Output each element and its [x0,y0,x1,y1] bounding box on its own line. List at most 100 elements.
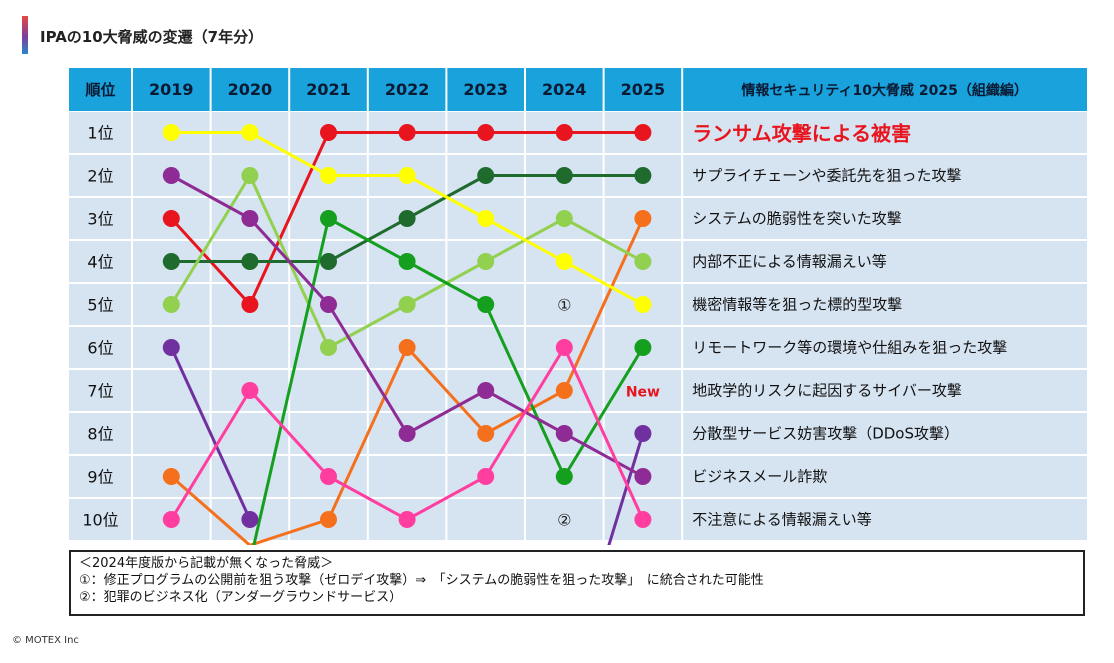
series-2-segment-3 [405,346,488,435]
series-6-point-2025 [634,425,652,442]
threat-name-8: 分散型サービス妨害攻撃（DDoS攻撃） [692,425,959,443]
series-3-point-2025 [634,253,652,270]
series-4-point-2020 [241,124,259,141]
table-row-3 [69,198,1087,239]
threat-name-6: リモートワーク等の環境や仕組みを狙った攻撃 [692,339,1007,357]
series-0-point-2023 [477,124,495,141]
series-8-segment-0 [169,389,252,521]
series-7-segment-0 [169,174,252,220]
series-4-point-2023 [477,210,495,227]
series-4-segment-3 [405,174,488,220]
rank-label-7: 7位 [87,382,113,401]
series-5-point-2024 [555,468,573,485]
threat-rank-chart: 順位 2019 2020 2021 2022 2023 2024 2025 情報セキュリティ10… [69,68,1087,545]
series-3-point-2019 [162,296,180,313]
header-year-2023: 2023 [463,80,508,99]
rank-label-1: 1位 [87,124,113,143]
series-6-segment-0 [169,346,252,521]
series-5-point-2025 [634,339,652,356]
header-year-2024: 2024 [542,80,587,99]
threat-name-2: サプライチェーンや委託先を狙った攻撃 [692,167,961,185]
series-8-point-2019 [162,511,180,528]
header-year-2022: 2022 [385,80,430,99]
series-4-segment-1 [248,131,330,177]
series-0-point-2022 [398,124,416,141]
series-6-point-2020 [241,511,259,528]
series-8-segment-4 [484,346,566,478]
series-3-point-2024 [555,210,573,227]
series-8-point-2025 [634,511,652,528]
series-8-point-2021 [320,468,337,485]
threat-name-3: システムの脆弱性を突いた攻撃 [692,210,902,228]
series-3-segment-0 [169,174,252,306]
threat-name-1: ランサム攻撃による被害 [692,122,911,146]
series-8-point-2023 [477,468,495,485]
rank-label-9: 9位 [87,468,113,487]
series-7-segment-1 [248,217,330,306]
series-5-segment-1 [252,217,330,545]
series-1-point-2019 [162,253,180,270]
series-4-point-2025 [634,296,652,313]
series-8-segment-2 [327,475,409,521]
rank-label-4: 4位 [87,253,113,272]
series-0-point-2024 [555,124,573,141]
header-year-2020: 2020 [228,80,273,99]
series-2-point-2025 [634,210,652,227]
series-7-point-2024 [555,425,573,442]
series-7-point-2019 [162,167,180,184]
series-3-segment-2 [327,303,409,349]
threat-name-4: 内部不正による情報漏えい等 [692,253,887,271]
threat-name-5: 機密情報等を狙った標的型攻撃 [692,296,902,314]
series-0-point-2020 [241,296,259,313]
series-7-point-2023 [477,382,495,399]
series-2-point-2024 [555,382,573,399]
series-2-segment-0 [169,475,252,545]
rank-label-10: 10位 [82,511,118,530]
header-row [69,68,1087,111]
legend-item-zero-day: ①：修正プログラムの公開前を狙う攻撃（ゼロデイ攻撃）⇒ 「システムの脆弱性を狙っ… [79,573,764,588]
series-5-point-2022 [398,253,416,270]
series-7-point-2022 [398,425,416,442]
threat-name-7: 地政学的リスクに起因するサイバー攻撃 [692,382,962,400]
series-8-point-2024 [555,339,573,356]
table-row-5 [69,284,1087,325]
header-year-2021: 2021 [306,80,351,99]
series-1-point-2021 [320,253,337,270]
series-3-point-2023 [477,253,495,270]
header-threats: 情報セキュリティ10大脅威 2025（組織編） [741,82,1027,99]
series-1-point-2024 [555,167,573,184]
series-8-segment-3 [405,475,488,521]
series-2-segment-2 [327,346,409,521]
series-7-point-2025 [634,468,652,485]
series-7-point-2021 [320,296,337,313]
series-2-point-2022 [398,339,416,356]
series-1-point-2025 [634,167,652,184]
rank-label-8: 8位 [87,425,113,444]
series-6-point-2019 [162,339,180,356]
series-4-point-2022 [398,167,416,184]
legend-title: ＜2024年度版から記載が無くなった脅威＞ [79,556,334,571]
series-8-point-2022 [398,511,416,528]
series-0-point-2021 [320,124,337,141]
series-1-point-2020 [241,253,259,270]
page-title: IPAの10大脅威の変遷（7年分） [40,28,264,46]
series-0-point-2019 [162,210,180,227]
annotation-1: ② [557,511,571,530]
rank-label-2: 2位 [87,167,113,186]
series-0-segment-1 [248,131,330,306]
series-5-segment-5 [562,346,645,478]
series-4-point-2019 [162,124,180,141]
series-5-segment-2 [327,217,409,263]
series-2-point-2021 [320,511,337,528]
header-year-2025: 2025 [621,80,666,99]
series-1-point-2023 [477,167,495,184]
series-5-point-2023 [477,296,495,313]
series-4-point-2024 [555,253,573,270]
copyright: © MOTEX Inc [12,635,79,646]
threat-name-9: ビジネスメール詐欺 [692,468,827,486]
series-4-segment-5 [562,260,645,306]
series-4-segment-4 [484,217,566,263]
series-3-point-2022 [398,296,416,313]
legend-box: ＜2024年度版から記載が無くなった脅威＞ ①：修正プログラムの公開前を狙う攻撃… [69,550,1085,616]
series-2-point-2023 [477,425,495,442]
